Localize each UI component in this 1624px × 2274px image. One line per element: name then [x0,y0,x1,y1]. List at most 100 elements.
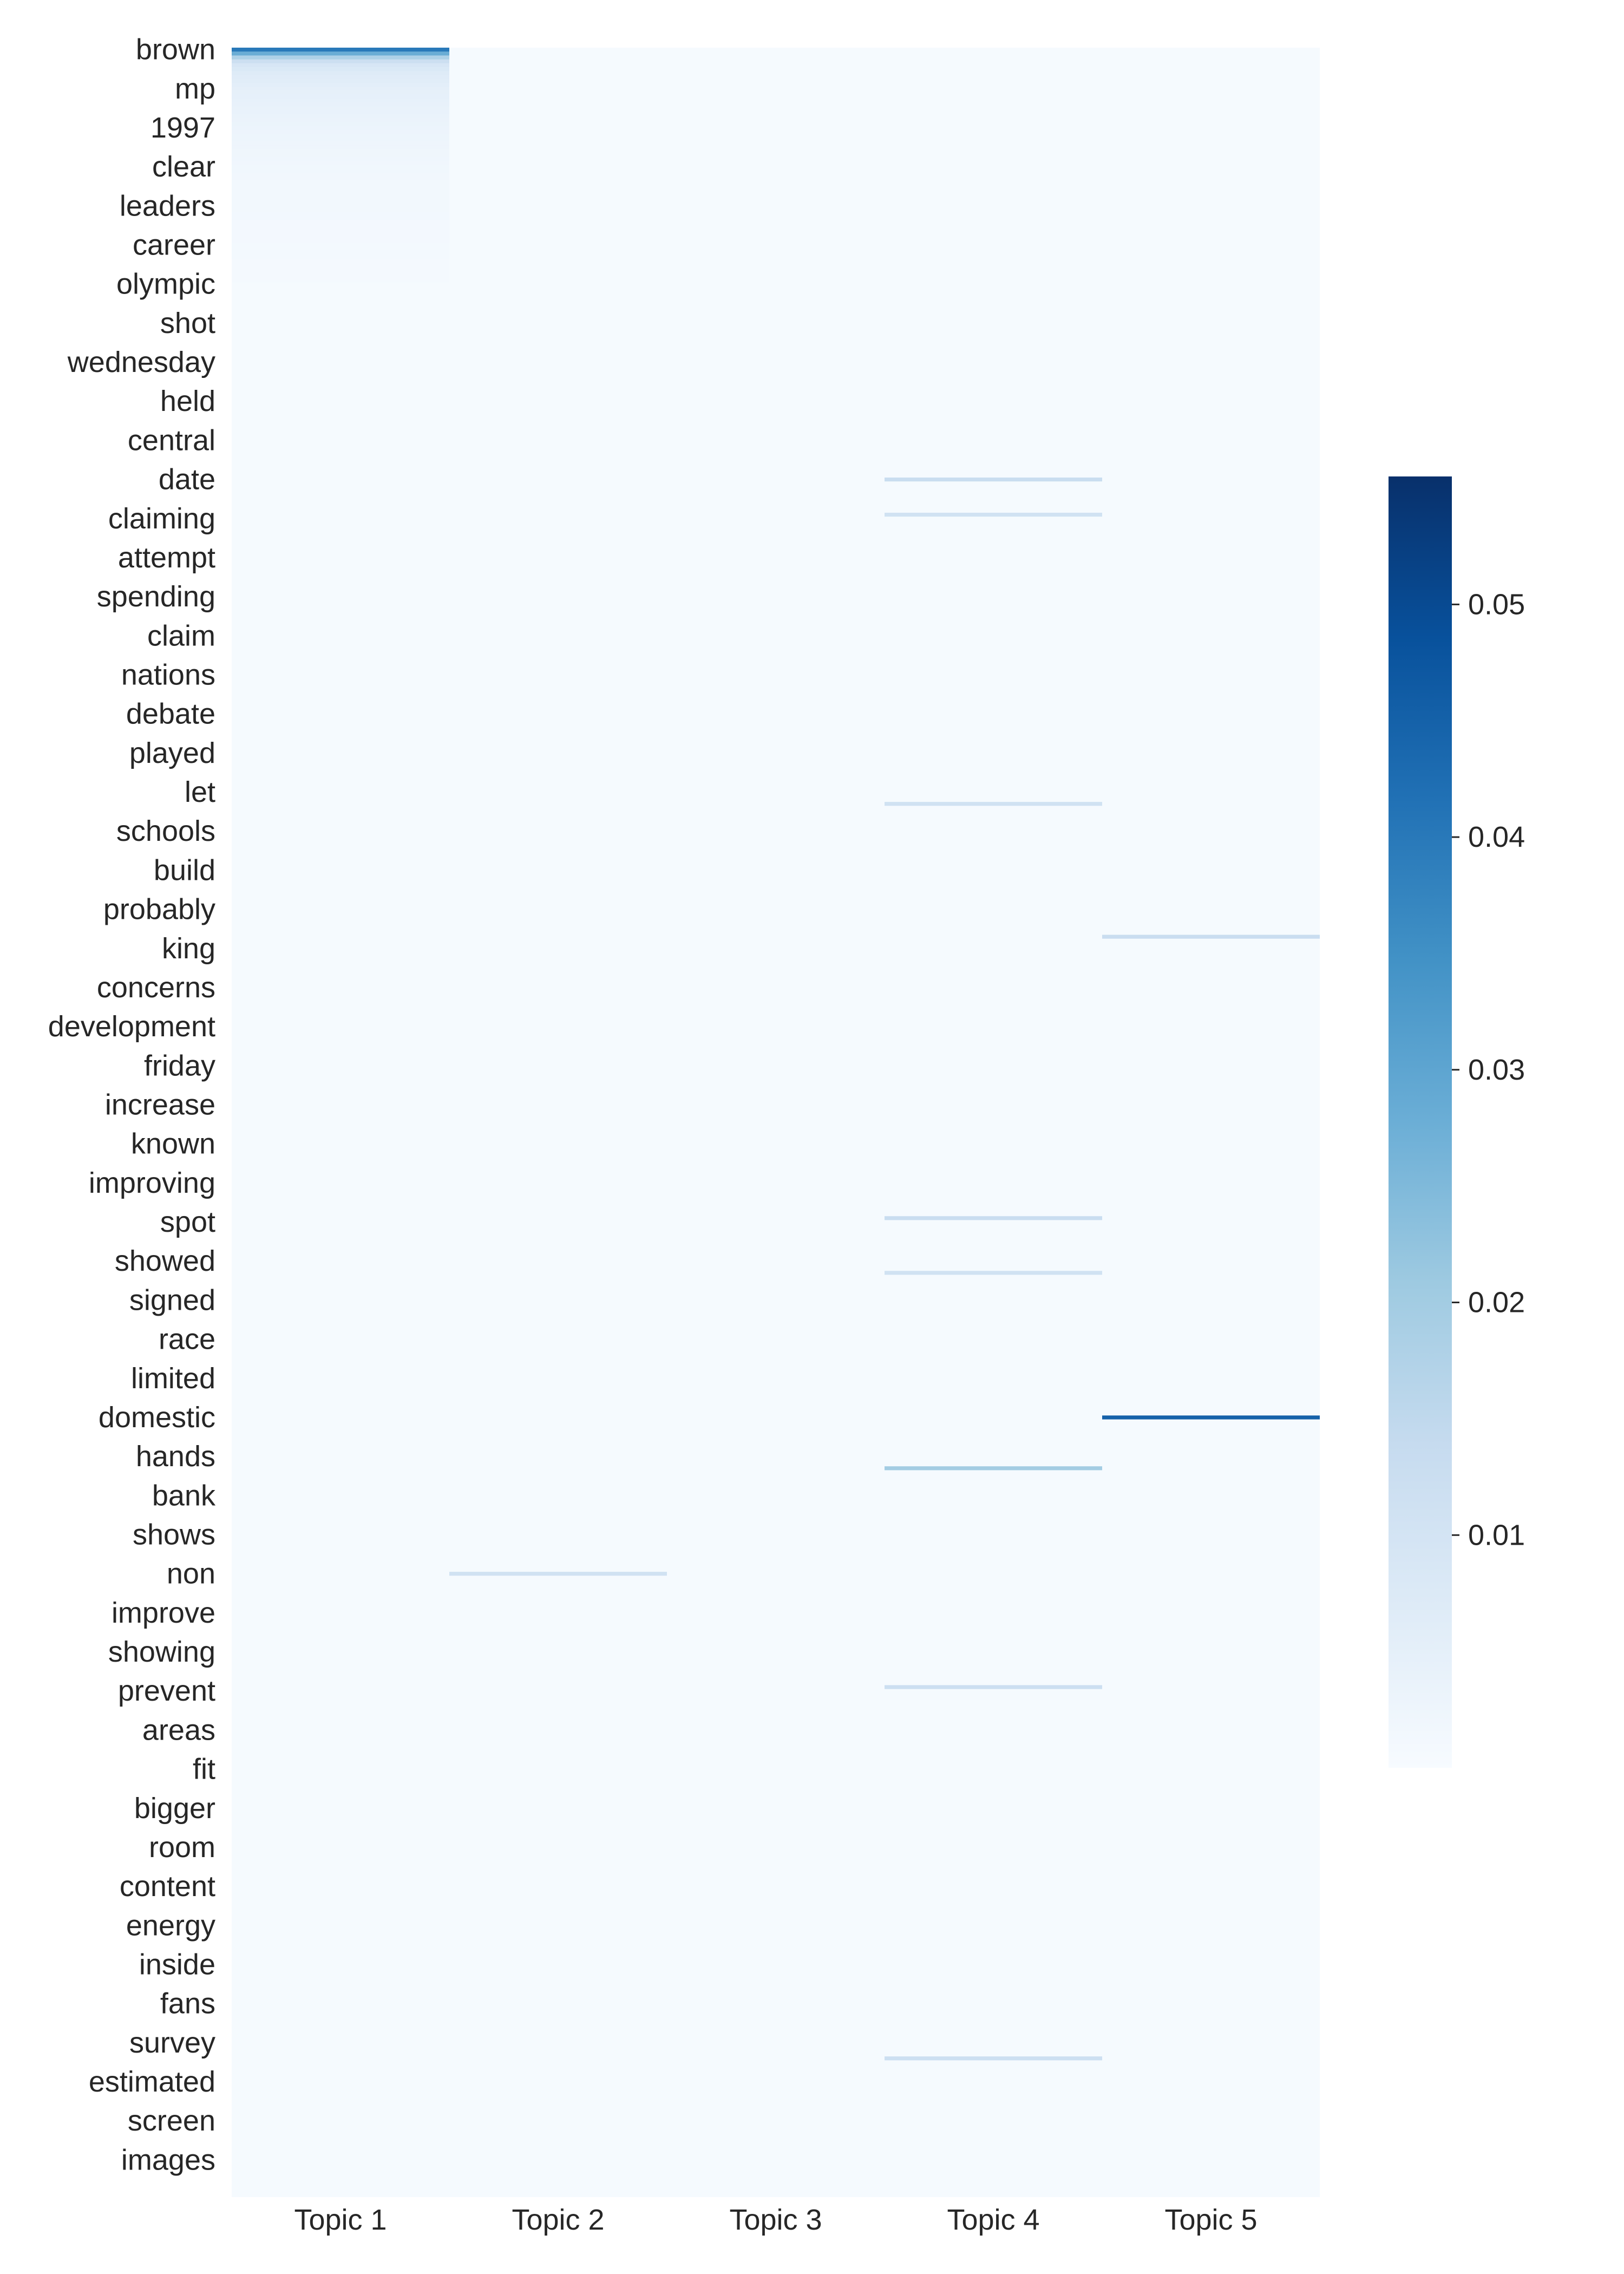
row-tick-label: probably [103,893,215,926]
row-tick-label: let [185,776,215,808]
heatmap-cell [232,180,449,185]
heatmap-cell [232,122,449,126]
heatmap-cell [885,1466,1102,1471]
row-tick-label: signed [129,1284,215,1316]
heatmap-cell [232,219,449,224]
heatmap-cell [232,270,449,275]
row-tick-label: attempt [118,541,215,574]
heatmap-cell [232,71,449,76]
heatmap-cell [885,478,1102,482]
row-tick-label: development [48,1010,215,1043]
heatmap-column-background [1102,48,1320,2197]
heatmap-cell [232,263,449,267]
heatmap-cell [232,212,449,216]
heatmap-cell [232,67,449,71]
row-tick-label: mp [175,73,215,105]
heatmap-column-background [232,48,449,2197]
heatmap-cell [232,90,449,95]
heatmap-cells [232,48,1320,2197]
row-tick-label: content [120,1870,215,1903]
row-tick-label: debate [126,698,215,730]
colorbar-tick-label: 0.03 [1468,1054,1525,1086]
colorbar-ticks: 0.01 0.02 0.03 0.04 0.05 [1452,588,1525,1551]
row-tick-label: 1997 [150,112,215,144]
row-tick-label: wednesday [67,346,215,378]
heatmap-cell [885,512,1102,517]
heatmap-cell [232,133,449,138]
heatmap-cell [232,94,449,99]
heatmap-cell [232,98,449,103]
heatmap-cell [885,2056,1102,2061]
row-tick-label: fit [193,1753,215,1786]
heatmap-cell [232,149,449,154]
heatmap-cell [1102,1415,1320,1420]
heatmap-cell [232,82,449,87]
row-tick-label: energy [126,1909,215,1942]
heatmap-cell [232,168,449,173]
row-tick-label: race [159,1323,215,1356]
row-tick-label: screen [128,2105,215,2137]
heatmap-cell [232,55,449,60]
heatmap-cell [232,106,449,111]
heatmap-cell [232,51,449,56]
row-tick-label: date [159,463,215,496]
row-tick-label: schools [116,815,215,847]
row-tick-label: spot [160,1206,215,1238]
row-tick-label: showed [115,1245,215,1277]
row-tick-label: bigger [134,1792,215,1825]
row-tick-label: hands [136,1440,215,1473]
row-tick-label: clear [152,151,215,183]
row-tick-label: limited [131,1362,215,1395]
row-tick-label: bank [152,1479,216,1512]
heatmap-column-background [667,48,885,2197]
heatmap-cell [232,138,449,142]
heatmap-cell [232,110,449,115]
column-tick-label: Topic 5 [1164,2204,1257,2236]
heatmap-cell [232,157,449,161]
heatmap-cell [232,145,449,150]
heatmap-cell [232,117,449,122]
heatmap-cell [232,207,449,212]
row-tick-label: improving [89,1167,215,1199]
row-tick-label: images [121,2144,215,2176]
row-tick-label: build [154,854,215,886]
heatmap-cell [232,215,449,220]
heatmap-cell [232,243,449,247]
heatmap-cell [232,129,449,134]
heatmap-cell [232,161,449,166]
heatmap-cell [232,266,449,271]
heatmap-cell [232,223,449,228]
heatmap-column-background [885,48,1102,2197]
heatmap-cell [232,59,449,64]
row-tick-label: improve [112,1597,215,1629]
row-tick-label: held [160,385,215,417]
row-tick-label: known [131,1128,215,1160]
heatmap-cell [232,141,449,146]
heatmap-cell [232,114,449,119]
row-tick-label: leaders [120,190,215,222]
colorbar: 0.01 0.02 0.03 0.04 0.05 [1389,476,1525,1768]
heatmap-cell [232,227,449,232]
heatmap-cell [232,235,449,240]
row-tick-label: fans [160,1988,215,2020]
colorbar-gradient [1389,476,1452,1768]
heatmap-cell [232,258,449,263]
row-tick-label: friday [144,1049,215,1082]
row-tick-label: nations [121,659,215,691]
heatmap-cell [232,200,449,205]
column-tick-labels: Topic 1 Topic 2 Topic 3 Topic 4 Topic 5 [294,2204,1257,2236]
heatmap-cell [885,1216,1102,1220]
row-tick-label: king [162,932,215,965]
row-tick-label: central [128,424,215,456]
colorbar-tick-label: 0.02 [1468,1286,1525,1319]
row-tick-label: non [167,1558,215,1590]
heatmap-cell [232,79,449,83]
heatmap-cell [232,278,449,283]
heatmap-cell [1102,935,1320,939]
heatmap-cell [232,153,449,158]
heatmap-cell [449,1572,667,1576]
heatmap-cell [232,184,449,189]
row-tick-label: claim [147,619,215,652]
heatmap-cell [232,251,449,256]
colorbar-tick-label: 0.05 [1468,588,1525,620]
